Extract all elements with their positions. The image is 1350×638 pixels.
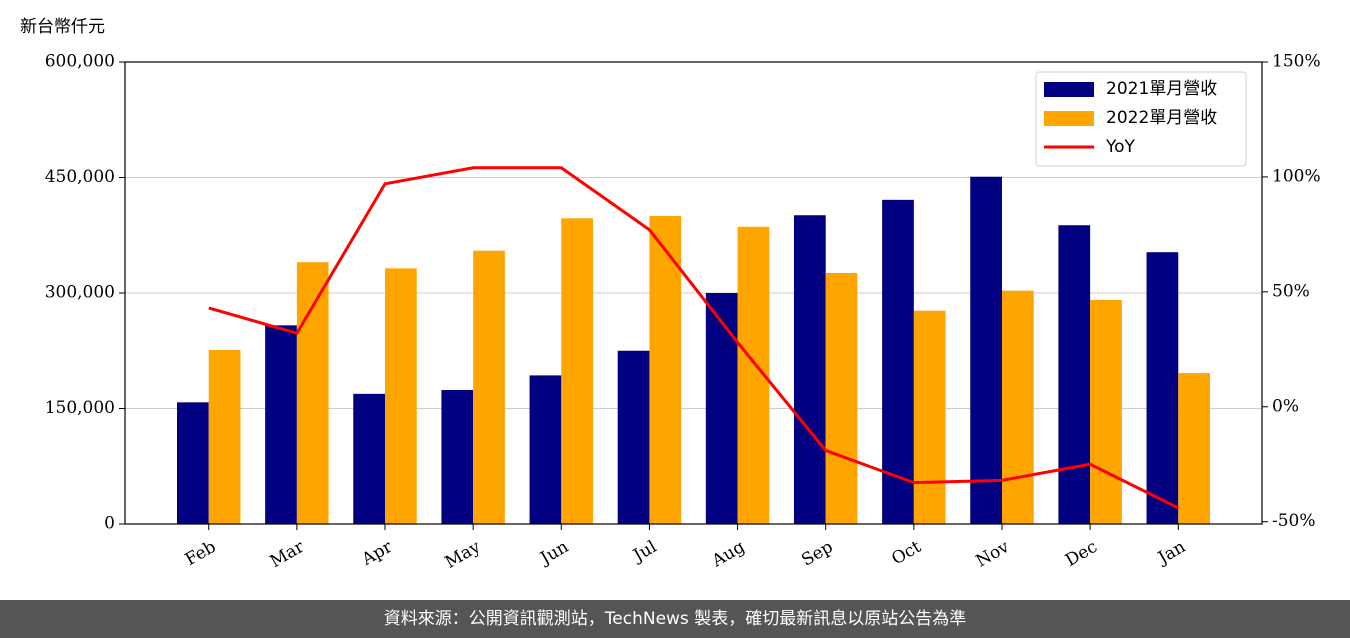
y2-tick-label: 50%: [1272, 281, 1310, 301]
y-tick-label: 300,000: [45, 283, 115, 303]
bar: [529, 375, 562, 524]
y2-tick-label: 0%: [1272, 396, 1299, 416]
bar: [825, 272, 858, 524]
x-tick-label: Aug: [708, 537, 749, 572]
bar: [617, 350, 650, 524]
x-tick-label: Jul: [628, 537, 660, 567]
bar: [353, 393, 386, 524]
x-tick-label: Oct: [888, 537, 924, 570]
bar: [296, 262, 329, 524]
source-note: 資料來源：公開資訊觀測站，TechNews 製表，確切最新訊息以原站公告為準: [384, 609, 966, 629]
y-axis-label: 新台幣仟元: [20, 17, 105, 37]
legend-label: 2021單月營收: [1106, 79, 1217, 99]
y-tick-label: 150,000: [45, 398, 115, 418]
footer: [0, 600, 1350, 638]
plot-frame: [124, 61, 1263, 525]
x-tick-label: Dec: [1062, 537, 1101, 571]
legend-label: YoY: [1105, 137, 1136, 157]
bar: [473, 250, 505, 524]
line: [208, 166, 1179, 510]
x-tick-label: May: [442, 537, 485, 573]
legend-label: 2022單月營收: [1106, 108, 1217, 128]
x-tick-label: Jun: [535, 537, 572, 570]
bar: [561, 218, 594, 524]
bar: [265, 325, 297, 524]
bar: [793, 215, 826, 525]
bar: [1058, 225, 1091, 525]
bar: [441, 390, 474, 524]
bar: [913, 310, 946, 524]
y-tick-label: 0: [104, 514, 115, 534]
bar: [970, 176, 1002, 525]
x-tick-label: Jan: [1153, 537, 1189, 569]
bar: [1090, 299, 1122, 524]
y2-tick-label: -50%: [1272, 511, 1316, 531]
bar: [208, 349, 241, 524]
y2-tick-label: 150%: [1272, 52, 1321, 72]
y2-tick-label: 100%: [1272, 166, 1321, 186]
bar: [177, 402, 209, 524]
bar: [882, 199, 914, 524]
legend-swatch: [1044, 82, 1094, 97]
bar: [385, 268, 417, 524]
bar: [649, 216, 682, 524]
x-tick-label: Nov: [973, 537, 1013, 572]
x-tick-label: Feb: [182, 537, 220, 570]
x-tick-label: Apr: [358, 536, 397, 570]
bar: [1146, 252, 1179, 524]
y-tick-label: 450,000: [45, 167, 115, 187]
bar: [1001, 290, 1034, 524]
x-tick-label: Sep: [798, 537, 836, 571]
legend-swatch: [1044, 111, 1094, 126]
bar: [1178, 373, 1210, 524]
x-tick-label: Mar: [267, 536, 309, 572]
y-tick-label: 600,000: [45, 52, 115, 72]
bar: [705, 293, 738, 524]
